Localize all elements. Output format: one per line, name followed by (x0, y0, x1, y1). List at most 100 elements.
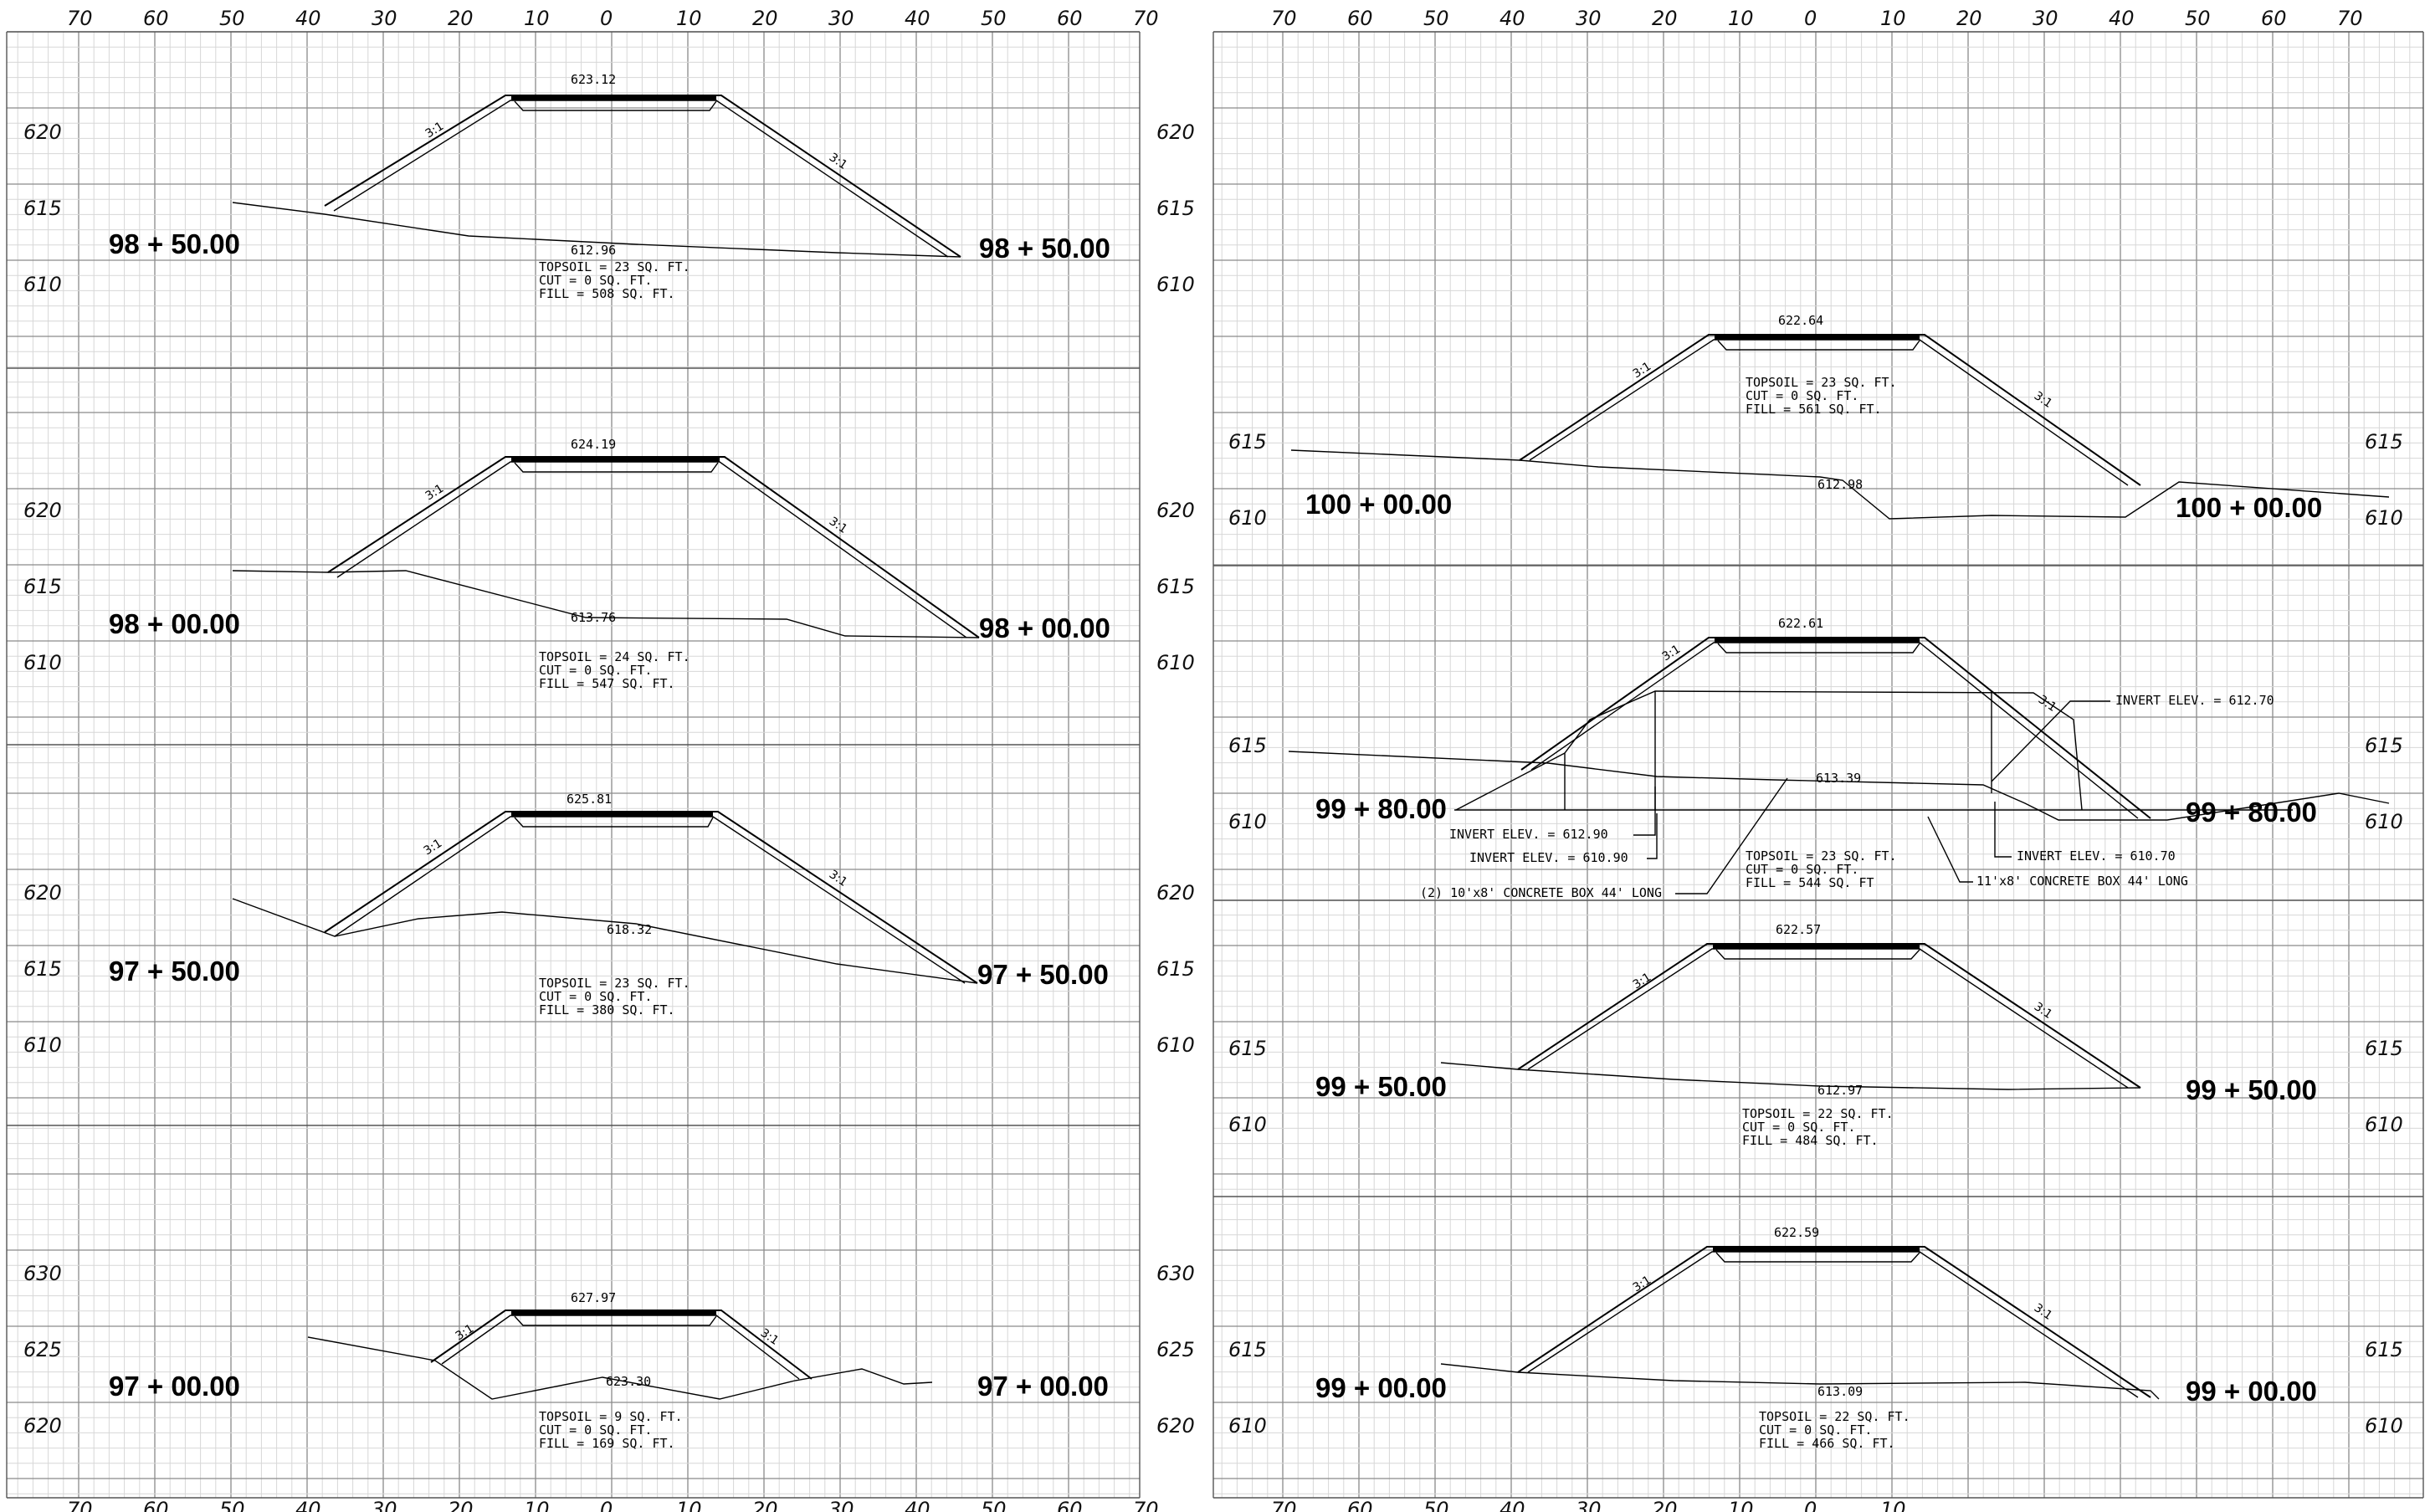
elev-label: 615 (1156, 197, 1195, 220)
fill-area: FILL = 547 SQ. FT. (539, 676, 675, 691)
offset-tick-label: 50 (2185, 7, 2211, 30)
offset-tick-label: 30 (372, 1498, 397, 1512)
offset-tick-label: 40 (295, 1498, 321, 1512)
ground-elev: 613.09 (1817, 1384, 1863, 1399)
embankment-inner (336, 461, 967, 638)
invert-elev-left-upper: INVERT ELEV. = 612.90 (1449, 827, 1608, 842)
cut-area: CUT = 0 SQ. FT. (1746, 388, 1858, 403)
cut-area: CUT = 0 SQ. FT. (1746, 862, 1858, 877)
fill-area: FILL = 544 SQ. FT (1746, 875, 1874, 890)
embankment-outer (1520, 637, 2151, 819)
grade-elev: 625.81 (566, 792, 612, 807)
elev-label: 620 (23, 1414, 62, 1438)
fill-area: FILL = 380 SQ. FT. (539, 1002, 675, 1017)
offset-tick-label: 20 (752, 7, 778, 30)
embankment-inner (1527, 948, 2129, 1089)
ground-line (232, 202, 961, 258)
leader-line (1994, 802, 2012, 858)
offset-tick-label: 70 (2337, 7, 2363, 30)
offset-tick-label: 40 (905, 7, 930, 30)
elev-label: 615 (2365, 1037, 2403, 1060)
elev-label: 615 (1228, 1037, 1267, 1060)
topsoil-area: TOPSOIL = 9 SQ. FT. (539, 1409, 683, 1424)
offset-tick-label: 20 (1956, 7, 1982, 30)
elev-label: 615 (2365, 430, 2403, 454)
slope-label: 3:1 (423, 482, 447, 504)
elev-label: 610 (1228, 506, 1267, 530)
slope-label: 3:1 (2032, 389, 2055, 411)
ground-line (1440, 1363, 2160, 1400)
elev-label: 610 (2365, 1113, 2403, 1136)
pavement-base (1717, 643, 1920, 653)
grade-elev: 627.97 (571, 1290, 616, 1305)
cut-area: CUT = 0 SQ. FT. (1742, 1120, 1855, 1135)
section-97-50: 625.81 618.32 3:1 3:1 97 + 50.00 97 + 50… (109, 792, 1109, 1017)
leader-line (1991, 700, 2110, 782)
ground-line (1440, 1062, 2141, 1090)
elev-label: 610 (2365, 810, 2403, 833)
elev-label: 630 (23, 1262, 62, 1285)
station-label-right: 99 + 00.00 (2186, 1376, 2317, 1407)
elev-label: 620 (1156, 1414, 1195, 1438)
offset-axis-top-left: 70 60 50 40 30 20 10 0 10 20 30 40 50 60 70 (67, 7, 1159, 30)
elev-label: 615 (23, 575, 62, 598)
offset-tick-label: 20 (448, 7, 474, 30)
section-98-50: 623.12 612.96 3:1 3:1 98 + 50.00 98 + 50… (109, 72, 1110, 301)
offset-tick-label: 30 (2033, 7, 2058, 30)
embankment-inner (441, 1315, 800, 1380)
offset-tick-label: 10 (1728, 7, 1754, 30)
offset-tick-label: 30 (828, 7, 854, 30)
fill-area: FILL = 169 SQ. FT. (539, 1436, 675, 1451)
station-label-right: 100 + 00.00 (2176, 492, 2322, 523)
station-label-left: 98 + 50.00 (109, 228, 240, 259)
offset-tick-label: 40 (1500, 7, 1525, 30)
ground-line (1288, 751, 2390, 821)
offset-tick-label: 70 (1271, 1498, 1297, 1512)
elev-label: 625 (23, 1338, 62, 1361)
station-label-right: 98 + 00.00 (979, 612, 1110, 643)
station-label-left: 97 + 50.00 (109, 956, 240, 987)
offset-tick-label: 10 (524, 7, 550, 30)
offset-tick-label: 50 (981, 1498, 1007, 1512)
elev-label: 615 (1156, 575, 1195, 598)
slope-label: 3:1 (1631, 360, 1654, 382)
elev-label: 615 (1228, 1338, 1267, 1361)
station-label-right: 99 + 80.00 (2186, 797, 2317, 828)
station-label-right: 98 + 50.00 (979, 233, 1110, 264)
offset-tick-label: 40 (905, 1498, 930, 1512)
pavement-base (1715, 949, 1920, 960)
elev-label: 610 (1228, 1414, 1267, 1438)
offset-tick-label: 40 (295, 7, 321, 30)
station-label-left: 100 + 00.00 (1305, 489, 1452, 520)
cut-area: CUT = 0 SQ. FT. (539, 273, 652, 288)
invert-elev-left-lower: INVERT ELEV. = 610.90 (1469, 850, 1628, 865)
offset-tick-label: 70 (67, 7, 93, 30)
ground-line (232, 898, 978, 984)
embankment-outer (1517, 1246, 2151, 1398)
invert-elev-right-lower: INVERT ELEV. = 610.70 (2017, 848, 2176, 864)
offset-tick-label: 70 (1133, 7, 1159, 30)
offset-tick-label: 60 (1347, 7, 1373, 30)
offset-tick-label: 10 (1880, 1498, 1906, 1512)
embankment-outer (324, 811, 978, 984)
concrete-box-left: (2) 10'x8' CONCRETE BOX 44' LONG (1420, 885, 1662, 900)
offset-tick-label: 60 (143, 1498, 169, 1512)
elev-label: 620 (23, 120, 62, 144)
offset-tick-label: 60 (1347, 1498, 1373, 1512)
offset-tick-label: 60 (143, 7, 169, 30)
leader-line (1927, 816, 1973, 883)
elev-label: 615 (23, 197, 62, 220)
section-97-00: 627.97 623.30 3:1 3:1 97 + 00.00 97 + 00… (109, 1290, 1109, 1451)
offset-tick-label: 60 (2261, 7, 2287, 30)
offset-tick-label: 30 (372, 7, 397, 30)
elev-label: 630 (1156, 1262, 1195, 1285)
elevation-labels: 620 615 610 620 615 610 620 615 610 620 … (23, 120, 2403, 1438)
grade-elev: 622.61 (1778, 616, 1823, 631)
elev-label: 615 (1156, 957, 1195, 981)
offset-tick-label: 10 (1880, 7, 1906, 30)
culvert-box (1654, 691, 1992, 810)
ground-line (307, 1336, 933, 1400)
fill-area: FILL = 561 SQ. FT. (1746, 402, 1882, 417)
topsoil-area: TOPSOIL = 22 SQ. FT. (1759, 1409, 1910, 1424)
ground-elev: 612.97 (1817, 1083, 1863, 1098)
